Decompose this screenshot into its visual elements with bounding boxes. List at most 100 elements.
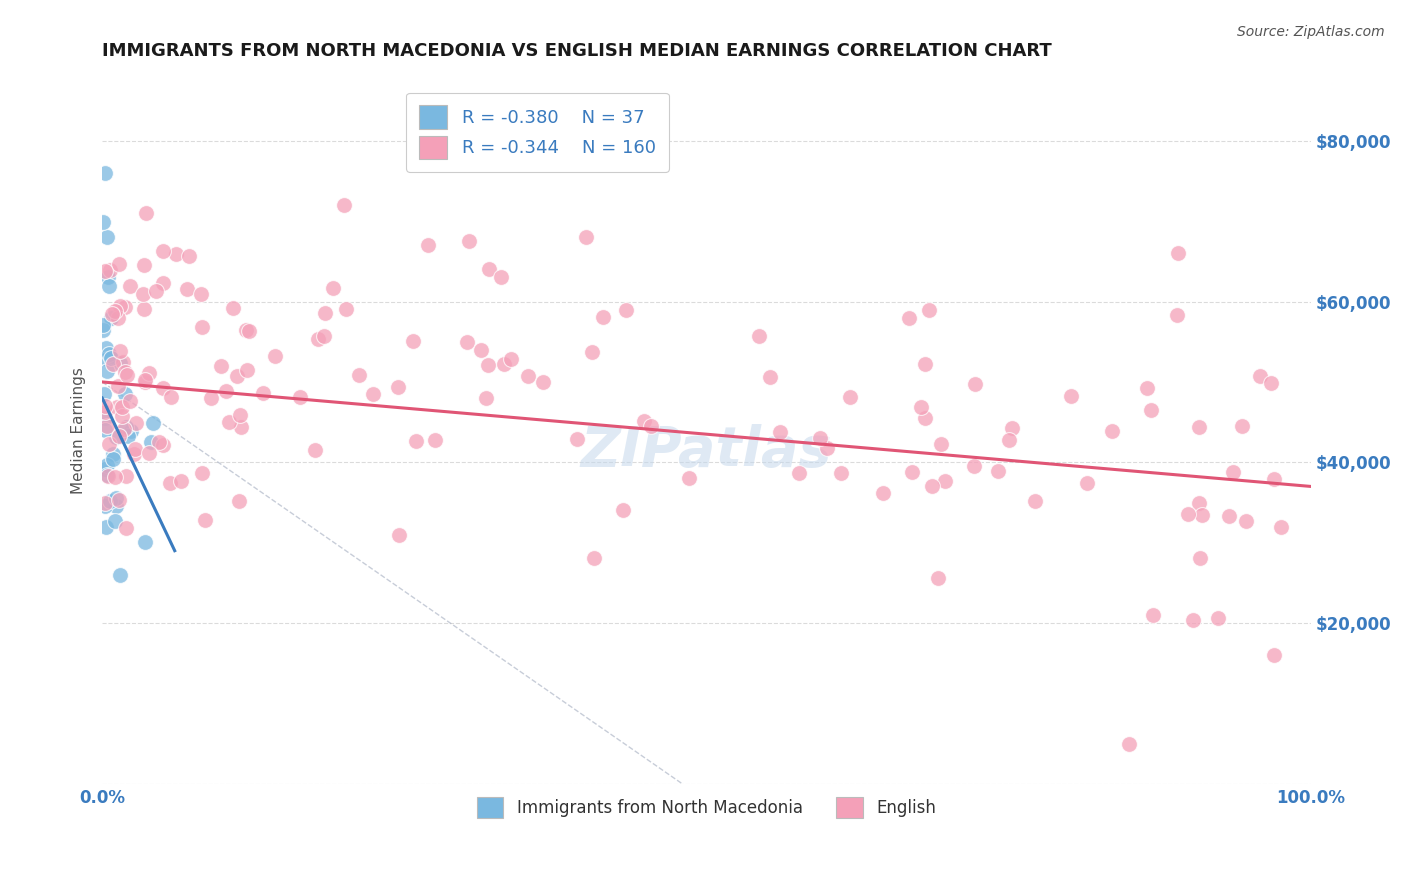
Point: [145, 284, 167, 298]
Point: [1060, 389, 1083, 403]
Point: [101, 357, 124, 371]
Point: [110, 567, 132, 582]
Point: [93, 405, 115, 419]
Point: [1218, 509, 1240, 524]
Point: [934, 474, 956, 488]
Point: [405, 434, 427, 449]
Point: [148, 435, 170, 450]
Point: [1263, 472, 1285, 486]
Point: [388, 528, 411, 542]
Point: [401, 334, 423, 348]
Point: [104, 304, 127, 318]
Point: [1189, 550, 1212, 565]
Point: [929, 436, 952, 450]
Point: [290, 390, 312, 404]
Point: [758, 370, 780, 384]
Point: [513, 142, 536, 156]
Point: [94, 461, 117, 475]
Point: [135, 205, 157, 219]
Point: [1177, 507, 1199, 521]
Point: [898, 311, 921, 326]
Point: [115, 368, 138, 382]
Point: [96, 363, 118, 377]
Point: [94, 341, 117, 355]
Point: [581, 345, 603, 359]
Point: [93, 386, 115, 401]
Point: [418, 238, 440, 252]
Point: [190, 286, 212, 301]
Point: [918, 302, 941, 317]
Point: [361, 387, 384, 401]
Point: [96, 351, 118, 366]
Point: [200, 391, 222, 405]
Point: [830, 467, 852, 481]
Point: [914, 411, 936, 425]
Point: [118, 394, 141, 409]
Point: [501, 351, 523, 366]
Point: [218, 415, 240, 429]
Point: [100, 310, 122, 325]
Point: [107, 310, 129, 325]
Point: [1166, 308, 1188, 322]
Point: [910, 401, 932, 415]
Point: [264, 349, 287, 363]
Point: [115, 419, 138, 434]
Point: [101, 447, 124, 461]
Point: [458, 235, 481, 249]
Point: [347, 368, 370, 383]
Point: [104, 470, 127, 484]
Point: [98, 278, 121, 293]
Point: [98, 437, 121, 451]
Point: [314, 305, 336, 319]
Legend: Immigrants from North Macedonia, English: Immigrants from North Macedonia, English: [470, 790, 942, 825]
Point: [120, 424, 142, 438]
Point: [1142, 607, 1164, 622]
Point: [307, 332, 329, 346]
Point: [335, 301, 357, 316]
Y-axis label: Median Earnings: Median Earnings: [72, 367, 86, 493]
Point: [1118, 737, 1140, 751]
Point: [215, 384, 238, 399]
Point: [104, 514, 127, 528]
Point: [252, 386, 274, 401]
Point: [914, 357, 936, 371]
Point: [614, 303, 637, 318]
Point: [152, 244, 174, 259]
Point: [425, 433, 447, 447]
Point: [222, 301, 245, 316]
Point: [111, 354, 134, 368]
Point: [114, 468, 136, 483]
Point: [640, 419, 662, 434]
Point: [304, 443, 326, 458]
Point: [94, 410, 117, 425]
Point: [100, 494, 122, 508]
Point: [470, 343, 492, 358]
Point: [1101, 424, 1123, 438]
Point: [517, 368, 540, 383]
Point: [176, 282, 198, 296]
Point: [387, 379, 409, 393]
Point: [194, 512, 217, 526]
Point: [97, 270, 120, 285]
Point: [108, 299, 131, 313]
Point: [111, 409, 134, 423]
Point: [1191, 508, 1213, 522]
Point: [574, 230, 596, 244]
Point: [678, 471, 700, 485]
Point: [177, 248, 200, 262]
Point: [872, 485, 894, 500]
Point: [314, 328, 336, 343]
Point: [132, 286, 155, 301]
Point: [927, 571, 949, 585]
Point: [1139, 402, 1161, 417]
Point: [226, 368, 249, 383]
Point: [100, 307, 122, 321]
Point: [134, 534, 156, 549]
Point: [1167, 246, 1189, 260]
Point: [138, 366, 160, 380]
Point: [986, 464, 1008, 478]
Point: [489, 270, 512, 285]
Point: [96, 519, 118, 533]
Point: [139, 434, 162, 449]
Point: [1263, 648, 1285, 662]
